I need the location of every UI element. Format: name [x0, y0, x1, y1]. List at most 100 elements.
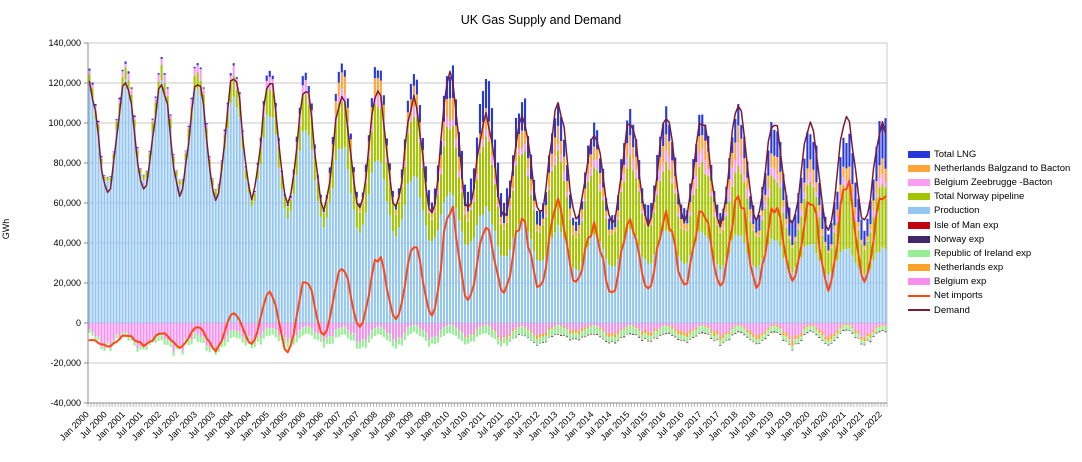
bar-segment-production	[698, 231, 701, 323]
bar-segment-ireland_exp	[304, 326, 307, 334]
bar-segment-netherlands_exp	[659, 327, 662, 329]
bar-segment-production	[367, 194, 370, 323]
bar-segment-ireland_exp	[112, 340, 115, 344]
bar-segment-norway_exp	[560, 334, 563, 336]
bar-segment-ireland_exp	[725, 334, 728, 340]
bar-segment-zeebrugge	[812, 183, 815, 188]
bar-segment-zeebrugge	[866, 240, 869, 242]
bar-segment-belgium_exp	[145, 323, 148, 347]
bar-segment-production	[484, 206, 488, 323]
bar-segment-ireland_exp	[863, 341, 866, 345]
bar-segment-lng	[490, 108, 494, 143]
bar-segment-production	[632, 234, 635, 323]
bar-segment-lng	[304, 72, 307, 80]
bar-segment-ireland_exp	[415, 324, 418, 334]
bar-segment-lng	[695, 143, 698, 163]
bar-segment-zeebrugge	[704, 159, 707, 175]
bar-segment-netherlands_exp	[776, 325, 779, 328]
bar-segment-production	[223, 149, 226, 323]
bar-segment-lng	[608, 218, 611, 230]
bar-segment-norway_exp	[704, 332, 707, 334]
bar-segment-norway_pipeline	[157, 81, 160, 95]
bar-segment-lng	[776, 131, 779, 158]
bar-segment-norway_pipeline	[842, 184, 845, 250]
bar-segment-ireland_exp	[860, 339, 863, 344]
bar-segment-norway_pipeline	[520, 153, 524, 220]
bar-segment-ireland_exp	[514, 329, 518, 337]
bar-segment-lng	[430, 202, 433, 213]
bar-segment-lng	[815, 145, 818, 183]
bar-segment-ireland_exp	[511, 330, 515, 339]
bar-segment-norway_pipeline	[572, 234, 575, 267]
bar-segment-norway_pipeline	[343, 102, 346, 148]
bar-segment-ireland_exp	[827, 341, 830, 345]
bar-segment-ireland_exp	[172, 351, 175, 356]
bar-segment-production	[271, 117, 274, 323]
bar-segment-production	[584, 253, 587, 323]
bar-segment-norway_pipeline	[310, 116, 313, 150]
bar-segment-belgium_exp	[596, 323, 599, 327]
bar-segment-ireland_exp	[698, 326, 701, 333]
bar-segment-ireland_exp	[533, 335, 536, 343]
bar-segment-netherlands_exp	[566, 327, 569, 329]
bar-segment-production	[875, 252, 878, 323]
bar-segment-norway_pipeline	[253, 193, 256, 202]
bar-segment-norway_exp	[674, 336, 677, 338]
bar-segment-norway_pipeline	[725, 216, 728, 258]
bar-segment-lng	[367, 135, 370, 142]
bar-segment-bbl	[376, 77, 379, 96]
bar-segment-norway_exp	[884, 331, 887, 333]
bar-segment-zeebrugge	[253, 192, 256, 194]
bar-segment-norway_pipeline	[671, 183, 674, 237]
bar-segment-zeebrugge	[668, 156, 671, 170]
bar-segment-belgium_exp	[686, 323, 689, 333]
bar-segment-belgium_exp	[611, 323, 614, 334]
bar-segment-lng	[872, 179, 875, 201]
bar-segment-norway_pipeline	[307, 104, 310, 135]
legend-swatch-bbl	[908, 164, 930, 172]
bar-segment-netherlands_exp	[475, 328, 479, 330]
bar-segment-norway_pipeline	[142, 175, 145, 180]
bar-segment-belgium_exp	[262, 323, 265, 332]
bar-segment-lng	[560, 116, 563, 142]
bar-segment-ireland_exp	[433, 336, 436, 345]
bar-segment-zeebrugge	[566, 192, 569, 197]
bar-segment-lng	[142, 174, 145, 176]
bar-segment-zeebrugge	[536, 229, 539, 232]
bar-segment-zeebrugge	[454, 138, 458, 148]
bar-segment-ireland_exp	[334, 329, 337, 338]
bar-segment-norway_pipeline	[295, 150, 298, 175]
bar-segment-netherlands_exp	[665, 325, 668, 327]
bar-segment-production	[295, 174, 298, 323]
bar-segment-zeebrugge	[121, 71, 124, 78]
bar-segment-norway_pipeline	[229, 84, 232, 103]
bar-segment-ireland_exp	[403, 333, 406, 341]
bar-segment-bbl	[560, 141, 563, 154]
bar-segment-norway_pipeline	[860, 243, 863, 274]
bar-segment-bbl	[797, 223, 800, 228]
bar-segment-belgium_exp	[472, 323, 476, 335]
bar-segment-norway_exp	[602, 338, 605, 340]
bar-segment-production	[520, 219, 524, 323]
bar-segment-ireland_exp	[520, 326, 524, 336]
bar-segment-lng	[848, 133, 851, 167]
bar-segment-lng	[253, 190, 256, 193]
bar-segment-ireland_exp	[340, 327, 343, 335]
bar-segment-norway_pipeline	[560, 161, 563, 233]
bar-segment-netherlands_exp	[821, 331, 824, 336]
bar-segment-lng	[644, 204, 647, 217]
bar-segment-lng	[842, 137, 845, 167]
bar-segment-bbl	[848, 166, 851, 181]
bar-segment-zeebrugge	[740, 157, 743, 174]
bar-segment-netherlands_exp	[626, 325, 629, 327]
bar-segment-belgium_exp	[773, 323, 776, 326]
bar-segment-zeebrugge	[881, 174, 884, 185]
bar-segment-norway_pipeline	[557, 150, 560, 225]
bar-segment-zeebrugge	[88, 70, 91, 75]
bar-segment-belgium_exp	[478, 323, 482, 327]
bar-segment-production	[554, 232, 557, 323]
bar-segment-production	[650, 263, 653, 323]
bar-segment-netherlands_exp	[551, 327, 554, 329]
bar-segment-ireland_exp	[235, 331, 238, 339]
bar-segment-lng	[130, 87, 133, 89]
